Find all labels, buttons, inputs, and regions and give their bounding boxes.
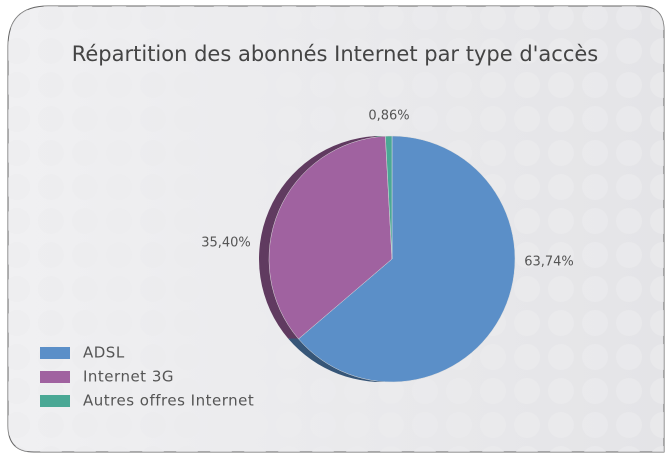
legend-label: Internet 3G bbox=[83, 368, 174, 386]
legend-swatch bbox=[40, 371, 70, 383]
data-label: 63,74% bbox=[524, 255, 574, 270]
legend-label: Autres offres Internet bbox=[83, 392, 254, 410]
legend-swatch bbox=[40, 347, 70, 359]
slice bbox=[385, 135, 393, 260]
data-label: 35,40% bbox=[201, 236, 251, 251]
slice bbox=[268, 135, 393, 340]
legend-label: ADSL bbox=[83, 344, 125, 362]
chart-title: Répartition des abonnés Internet par typ… bbox=[72, 42, 599, 66]
legend-swatch bbox=[40, 395, 70, 407]
slice bbox=[298, 135, 516, 383]
data-label: 0,86% bbox=[368, 109, 409, 124]
